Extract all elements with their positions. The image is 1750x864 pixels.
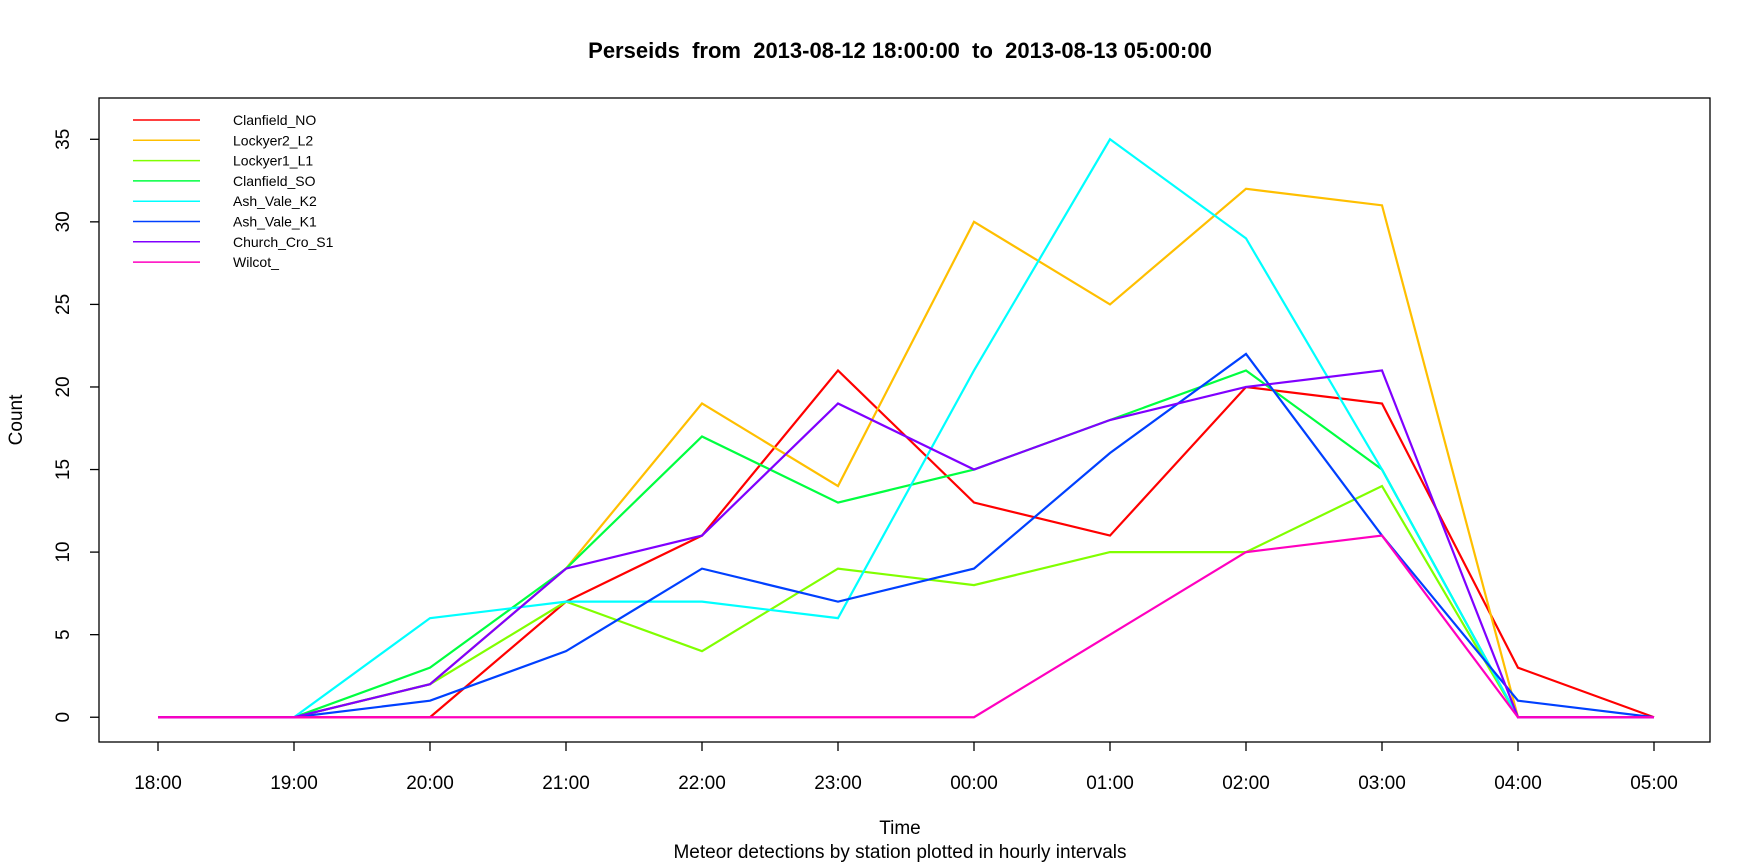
plot-frame [98,97,1711,743]
series-line-clanfield-no [158,368,1655,719]
series-line-lockyer2-l2 [158,187,1654,719]
x-tick-label: 04:00 [1494,773,1542,794]
legend-label: Lockyer2_L2 [233,132,313,148]
y-tick-label: 0 [53,712,74,723]
series-layer [158,137,1655,719]
legend-label: Wilcot_ [233,254,279,270]
x-tick-label: 23:00 [814,773,862,794]
y-tick-label: 5 [53,629,74,640]
x-tick-label: 01:00 [1086,773,1134,794]
x-tick-label: 03:00 [1358,773,1406,794]
x-axis-label: Time [879,818,921,839]
y-axis-label: Count [6,394,27,445]
y-tick-label: 10 [53,542,74,563]
series-line-ash-vale-k2 [158,137,1654,719]
series-line-lockyer1-l1 [158,484,1654,719]
x-tick-label: 21:00 [542,773,590,794]
legend-label: Church_Cro_S1 [233,234,334,250]
x-tick-label: 22:00 [678,773,726,794]
series-line-wilcot [158,534,1654,719]
y-tick-label: 20 [53,376,74,397]
chart-subtitle: Meteor detections by station plotted in … [673,842,1126,863]
legend-label: Clanfield_NO [233,112,316,128]
y-tick-label: 15 [53,459,74,480]
y-tick-label: 25 [53,294,74,315]
legend-label: Ash_Vale_K1 [233,214,317,230]
x-tick-label: 00:00 [950,773,998,794]
x-tick-label: 02:00 [1222,773,1270,794]
x-tick-label: 18:00 [134,773,182,794]
y-tick-label: 30 [53,211,74,232]
x-tick-label: 19:00 [270,773,318,794]
y-axis: 0 5 10 15 20 25 30 35 [53,129,99,723]
x-tick-label: 20:00 [406,773,454,794]
legend-label: Lockyer1_L1 [233,153,313,169]
legend-label: Clanfield_SO [233,173,316,189]
x-tick-label: 05:00 [1630,773,1678,794]
y-tick-label: 35 [53,129,74,150]
series-line-church-cro-s1 [158,369,1654,719]
legend: Clanfield_NO Lockyer2_L2 Lockyer1_L1 Clanfi… [133,112,334,270]
series-line-clanfield-so [158,369,1654,719]
chart-title: Perseids from 2013-08-12 18:00:00 to 201… [588,38,1212,63]
series-line-ash-vale-k1 [158,352,1655,719]
x-axis: 18:00 19:00 20:00 21:00 22:00 23:00 00:00 01:00… [134,742,1678,794]
legend-label: Ash_Vale_K2 [233,193,317,209]
